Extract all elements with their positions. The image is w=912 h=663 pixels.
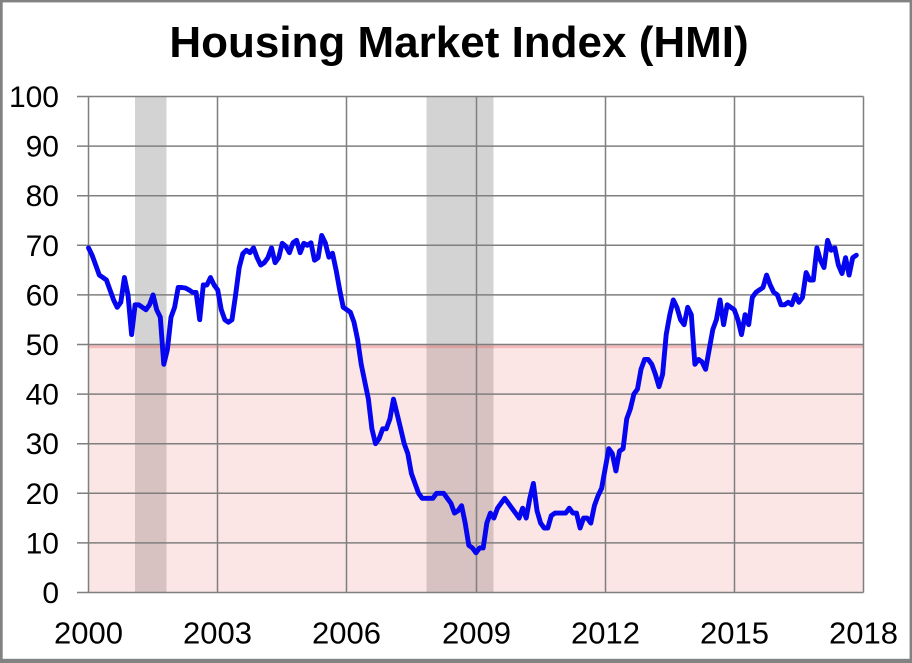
- svg-text:2000: 2000: [54, 616, 123, 651]
- svg-text:90: 90: [26, 131, 59, 164]
- svg-text:100: 100: [9, 81, 59, 114]
- svg-text:10: 10: [26, 527, 59, 560]
- svg-text:2012: 2012: [571, 616, 640, 651]
- svg-text:0: 0: [42, 577, 59, 610]
- svg-text:50: 50: [26, 329, 59, 362]
- svg-text:2009: 2009: [442, 616, 511, 651]
- svg-text:60: 60: [26, 279, 59, 312]
- svg-text:40: 40: [26, 379, 59, 412]
- svg-text:2006: 2006: [312, 616, 381, 651]
- svg-text:Housing Market Index (HMI): Housing Market Index (HMI): [169, 18, 748, 67]
- svg-text:2003: 2003: [183, 616, 252, 651]
- svg-text:30: 30: [26, 428, 59, 461]
- svg-text:2018: 2018: [829, 616, 898, 651]
- svg-text:80: 80: [26, 180, 59, 213]
- svg-text:20: 20: [26, 478, 59, 511]
- svg-text:2015: 2015: [700, 616, 769, 651]
- svg-text:70: 70: [26, 230, 59, 263]
